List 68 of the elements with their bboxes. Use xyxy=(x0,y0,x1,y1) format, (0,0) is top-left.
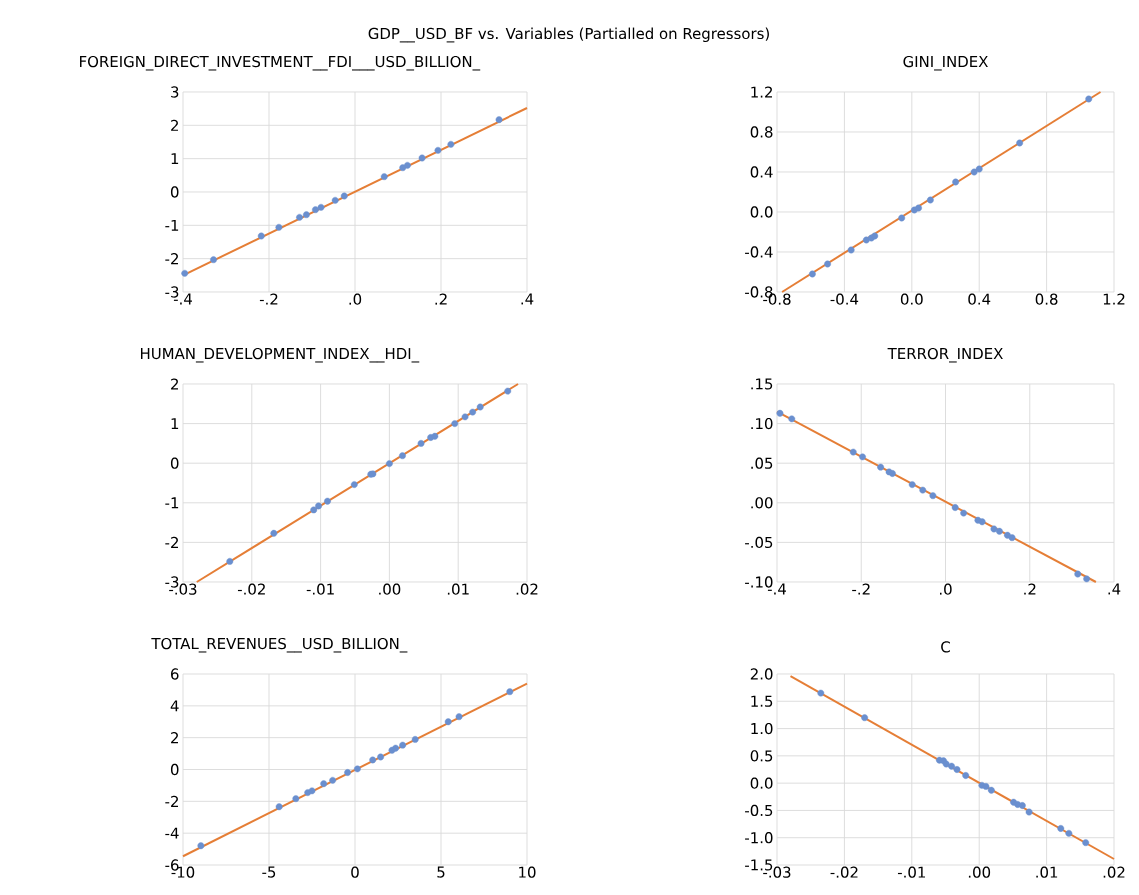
x-tick-label: 0.4 xyxy=(968,293,991,305)
x-tick-label: .4 xyxy=(1108,583,1121,595)
y-tick-label: 3 xyxy=(171,86,179,98)
x-tick-label: -5 xyxy=(262,866,276,878)
chart-title: HUMAN_DEVELOPMENT_INDEX__HDI_ xyxy=(141,347,420,363)
x-tick-label: .00 xyxy=(379,583,401,595)
x-tick-label: .2 xyxy=(1024,583,1036,595)
chart-title: TOTAL_REVENUES__USD_BILLION_ xyxy=(151,637,408,653)
y-tick-label: 1 xyxy=(171,418,179,430)
y-tick-label: 2 xyxy=(171,732,178,744)
y-tick-label: 0.5 xyxy=(750,750,773,762)
x-tick-label: .0 xyxy=(939,583,952,595)
x-tick-label: .2 xyxy=(435,293,447,305)
y-tick-label: 1 xyxy=(171,153,179,165)
y-tick-label: -1.0 xyxy=(745,832,773,844)
x-tick-label: 0.8 xyxy=(1035,293,1058,305)
x-tick-label: .02 xyxy=(1103,866,1125,878)
x-tick-label: .4 xyxy=(521,293,534,305)
x-tick-label: .01 xyxy=(447,583,469,595)
x-tick-label: 1.2 xyxy=(1103,293,1125,305)
y-tick-label: -0.4 xyxy=(745,246,773,258)
y-tick-label: 2 xyxy=(171,119,178,131)
y-tick-label: 0 xyxy=(170,763,179,776)
x-tick-label: -.02 xyxy=(830,866,858,878)
y-tick-label: -1 xyxy=(165,219,179,231)
y-tick-label: 0 xyxy=(170,186,179,198)
x-tick-label: 5 xyxy=(437,866,445,878)
x-tick-label: -.01 xyxy=(306,583,334,595)
y-tick-label: -1 xyxy=(165,497,179,509)
y-tick-label: -2 xyxy=(165,253,178,265)
x-tick-label: -.01 xyxy=(897,866,926,878)
y-tick-label: 0 xyxy=(170,457,179,469)
x-tick-label: -0.4 xyxy=(830,293,859,305)
y-tick-label: 1.2 xyxy=(751,86,772,98)
y-tick-label: -4 xyxy=(165,827,179,839)
x-tick-label: -.2 xyxy=(852,583,870,595)
y-tick-label: -0.5 xyxy=(745,804,773,817)
y-tick-label: 0.0 xyxy=(750,206,773,218)
y-tick-label: .05 xyxy=(751,457,773,469)
y-tick-label: 2 xyxy=(171,378,178,390)
y-tick-label: .10 xyxy=(751,417,773,430)
y-tick-label: .15 xyxy=(751,378,773,390)
y-tick-label: -2 xyxy=(165,536,178,548)
x-tick-label: 10 xyxy=(519,866,536,878)
y-tick-label: 0.8 xyxy=(750,126,773,138)
y-tick-label: 0.0 xyxy=(750,777,773,789)
chart-title: FOREIGN_DIRECT_INVESTMENT__FDI___USD_BILLION_ xyxy=(80,55,481,71)
y-tick-label: 0.4 xyxy=(750,166,773,178)
y-tick-label: 6 xyxy=(171,668,179,680)
x-tick-label: -.02 xyxy=(237,583,265,595)
x-tick-label: .01 xyxy=(1036,866,1058,878)
text: GDP__USD_BF vs. Variables (Partialled on Regressors) xyxy=(368,27,769,43)
y-tick-label: -2 xyxy=(165,795,178,807)
x-tick-label: .0 xyxy=(349,293,362,305)
x-tick-label: -.2 xyxy=(259,293,278,305)
chart-title: TERROR_INDEX xyxy=(887,347,1003,363)
y-tick-label: -.05 xyxy=(745,536,773,549)
x-tick-label: .00 xyxy=(968,866,991,878)
chart-title: GINI_INDEX xyxy=(903,55,988,71)
y-tick-label: .00 xyxy=(751,497,773,509)
x-tick-label: 0 xyxy=(351,866,359,878)
chart-title: C xyxy=(941,641,950,653)
y-tick-label: 4 xyxy=(170,700,179,712)
y-tick-label: 1.5 xyxy=(751,695,773,707)
y-tick-label: 1.0 xyxy=(751,722,773,735)
x-tick-label: 0.0 xyxy=(900,293,923,305)
y-tick-label: 2.0 xyxy=(750,668,773,680)
x-tick-label: .02 xyxy=(516,583,538,595)
